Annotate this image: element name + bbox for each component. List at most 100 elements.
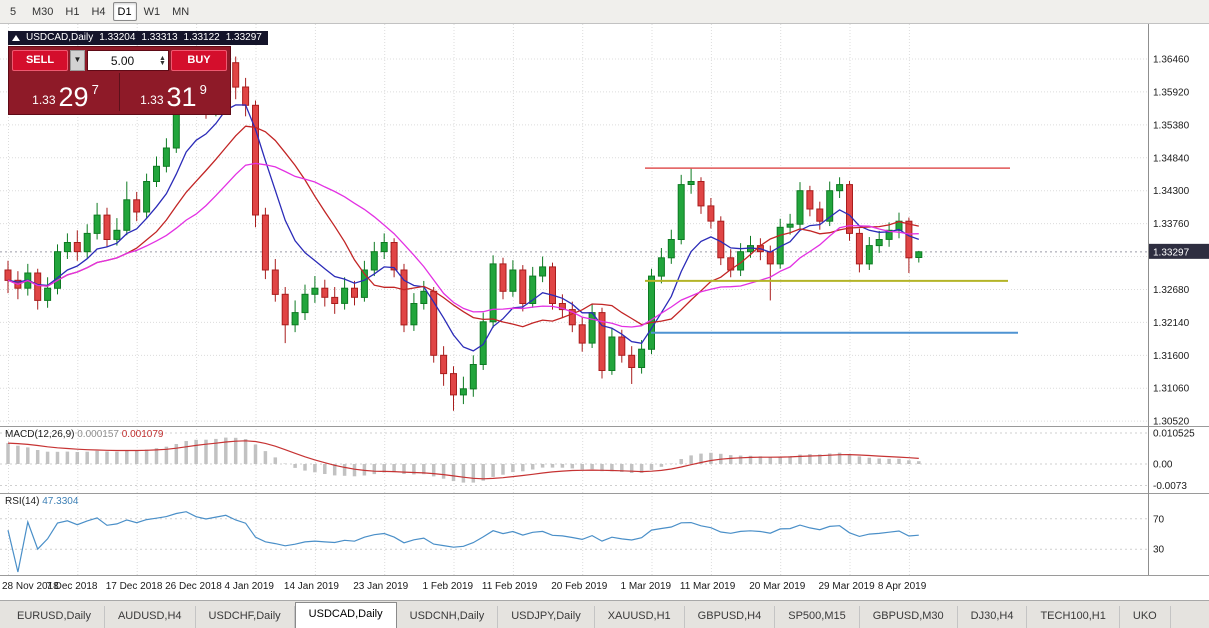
price-axis-label: 1.31600 xyxy=(1153,351,1190,362)
candle-body xyxy=(162,147,170,167)
price-axis-label: 1.32680 xyxy=(1153,285,1190,296)
candle-body xyxy=(568,309,576,326)
timeframe-w1[interactable]: W1 xyxy=(143,6,161,18)
date-label: 17 Dec 2018 xyxy=(105,581,163,592)
candle-body xyxy=(578,324,586,344)
candle-body xyxy=(519,269,527,304)
volume-dropdown[interactable]: ▼ xyxy=(70,50,85,71)
candle-body xyxy=(271,269,279,295)
chart-tab-gbpusd-h4[interactable]: GBPUSD,H4 xyxy=(685,606,776,628)
candle-body xyxy=(440,354,448,375)
timeframe-mn[interactable]: MN xyxy=(172,6,190,18)
ask-pipette: 9 xyxy=(199,82,207,97)
candle-body xyxy=(63,242,71,253)
rsi-indicator-panel[interactable]: 70 30 xyxy=(0,493,1209,575)
candle-body xyxy=(133,199,141,213)
timeframe-h1[interactable]: H1 xyxy=(65,6,80,18)
date-label: 14 Jan 2019 xyxy=(283,581,339,592)
spinner-up-icon[interactable]: ▲ xyxy=(159,54,166,62)
time-axis[interactable]: 28 Nov 2018 7 Dec 2018 17 Dec 2018 26 Dec 2… xyxy=(0,575,1209,600)
rsi-axis-label: 70 xyxy=(1153,514,1165,525)
chart-tab-audusd-h4[interactable]: AUDUSD,H4 xyxy=(105,606,196,628)
candle-body xyxy=(123,199,131,231)
candle-body xyxy=(232,62,240,88)
candle-body xyxy=(459,388,467,396)
candle-body xyxy=(885,229,893,240)
ask-price-display[interactable]: 1.33 31 9 xyxy=(120,73,227,111)
date-label: 4 Jan 2019 xyxy=(224,581,275,592)
rsi-value: 47.3304 xyxy=(42,496,79,507)
chart-tab-usdchf-daily[interactable]: USDCHF,Daily xyxy=(196,606,295,628)
chart-tab-sp500-m15[interactable]: SP500,M15 xyxy=(775,606,860,628)
candle-body xyxy=(499,263,507,292)
chart-tab-uko[interactable]: UKO xyxy=(1120,606,1171,628)
rsi-axis-bg xyxy=(1149,494,1209,575)
candle-body xyxy=(103,214,111,241)
chart-tab-gbpusd-m30[interactable]: GBPUSD,M30 xyxy=(860,606,958,628)
candle-body xyxy=(450,373,457,396)
chart-tab-dj30-h4[interactable]: DJ30,H4 xyxy=(958,606,1028,628)
candle-body xyxy=(261,214,269,271)
rsi-label: RSI(14) 47.3304 xyxy=(5,496,78,507)
candle-body xyxy=(529,275,537,305)
candle-body xyxy=(865,245,873,265)
sell-button[interactable]: SELL xyxy=(12,50,68,71)
volume-input[interactable]: 5.00 ▲ ▼ xyxy=(87,50,169,71)
current-price-label: 1.33297 xyxy=(1153,247,1190,258)
date-label: 11 Mar 2019 xyxy=(679,581,736,592)
high-value: 1.33313 xyxy=(141,32,178,43)
expand-triangle-icon xyxy=(12,35,20,41)
rsi-line xyxy=(7,511,919,573)
date-label: 8 Apr 2019 xyxy=(877,581,927,592)
candle-body xyxy=(697,181,705,207)
candle-body xyxy=(83,232,91,253)
candle-body xyxy=(370,251,378,271)
candle-body xyxy=(875,239,883,247)
price-chart[interactable]: 1.364601.359201.353801.348401.343001.337… xyxy=(0,24,1209,426)
candle-body xyxy=(667,239,675,259)
candle-body xyxy=(648,275,655,350)
timeframe-5[interactable]: 5 xyxy=(9,6,17,18)
candle-body xyxy=(796,190,804,225)
candle-body xyxy=(558,303,566,311)
candle-body xyxy=(281,293,289,326)
candle-body xyxy=(153,165,160,183)
macd-main-value: 0.000157 xyxy=(77,429,119,440)
candle-body xyxy=(489,263,497,323)
candle-body xyxy=(806,190,814,210)
ask-big-figure: 1.33 xyxy=(140,93,164,107)
timeframe-d1[interactable]: D1 xyxy=(112,2,137,21)
candle-body xyxy=(301,293,309,314)
chart-tab-xauusd-h1[interactable]: XAUUSD,H1 xyxy=(595,606,685,628)
candle-body xyxy=(836,184,844,192)
candle-body xyxy=(311,287,319,295)
macd-label: MACD(12,26,9) 0.000157 0.001079 xyxy=(5,429,163,440)
spinner-down-icon[interactable]: ▼ xyxy=(159,59,166,67)
candle-body xyxy=(905,220,913,259)
macd-indicator-panel[interactable]: 0.010525 0.00 -0.0073 xyxy=(0,426,1209,493)
timeframe-m30[interactable]: M30 xyxy=(32,6,54,18)
chart-tab-usdcad-daily[interactable]: USDCAD,Daily xyxy=(294,602,397,628)
candle-body xyxy=(54,251,61,289)
chart-tab-usdcnh-daily[interactable]: USDCNH,Daily xyxy=(397,606,499,628)
symbol-label: USDCAD,Daily xyxy=(26,32,94,43)
timeframe-h4[interactable]: H4 xyxy=(91,6,106,18)
chart-tab-usdjpy-daily[interactable]: USDJPY,Daily xyxy=(498,606,595,628)
chart-title-ohlc[interactable]: USDCAD,Daily 1.33204 1.33313 1.33122 1.3… xyxy=(8,31,268,45)
chart-tab-eurusd-daily[interactable]: EURUSD,Daily xyxy=(4,606,105,628)
chart-tab-tech100-h1[interactable]: TECH100,H1 xyxy=(1027,606,1120,628)
bid-price-display[interactable]: 1.33 29 7 xyxy=(12,73,120,111)
candle-body xyxy=(341,287,349,304)
date-label: 7 Dec 2018 xyxy=(46,581,98,592)
candle-body xyxy=(242,86,250,106)
buy-button[interactable]: BUY xyxy=(171,50,227,71)
volume-spinner[interactable]: ▲ ▼ xyxy=(157,54,168,67)
candle-body xyxy=(628,354,636,368)
candle-body xyxy=(816,208,824,222)
bid-pipette: 7 xyxy=(91,82,99,97)
candle-body xyxy=(608,336,616,371)
candle-body xyxy=(638,348,646,369)
macd-axis-label: 0.00 xyxy=(1153,460,1173,471)
price-axis-label: 1.30520 xyxy=(1153,417,1190,426)
candle-body xyxy=(826,190,834,222)
